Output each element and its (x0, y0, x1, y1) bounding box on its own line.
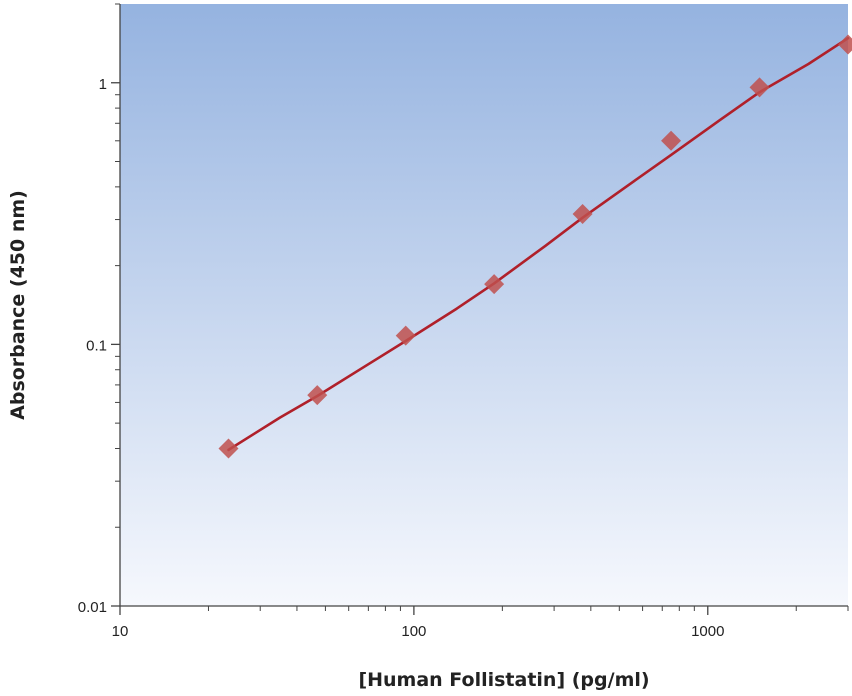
data-point (661, 130, 682, 151)
data-point (838, 34, 852, 55)
x-minor-ticks (207, 606, 849, 611)
data-point (395, 325, 416, 346)
data-point (218, 438, 239, 459)
data-point (484, 274, 505, 295)
y-minor-ticks (115, 3, 120, 528)
data-point (307, 385, 328, 406)
data-points (218, 34, 852, 459)
x-tick-label: 1000 (691, 623, 724, 640)
y-axis-title: Absorbance (450 nm) (7, 190, 29, 420)
data-point (572, 204, 593, 225)
y-tick-label: 0.01 (78, 599, 107, 616)
y-tick-label: 0.1 (86, 337, 107, 354)
plot-area (120, 4, 848, 606)
y-major-ticks (111, 82, 120, 607)
x-axis-title: [Human Follistatin] (pg/ml) (358, 669, 649, 691)
x-major-ticks (119, 606, 709, 615)
fit-line (227, 36, 850, 452)
x-tick-labels: 10 100 1000 (112, 623, 725, 640)
data-point (749, 77, 770, 98)
y-tick-labels: 0.01 0.1 1 (78, 76, 107, 616)
y-tick-label: 1 (99, 76, 107, 93)
x-tick-label: 100 (401, 623, 426, 640)
x-tick-label: 10 (112, 623, 129, 640)
